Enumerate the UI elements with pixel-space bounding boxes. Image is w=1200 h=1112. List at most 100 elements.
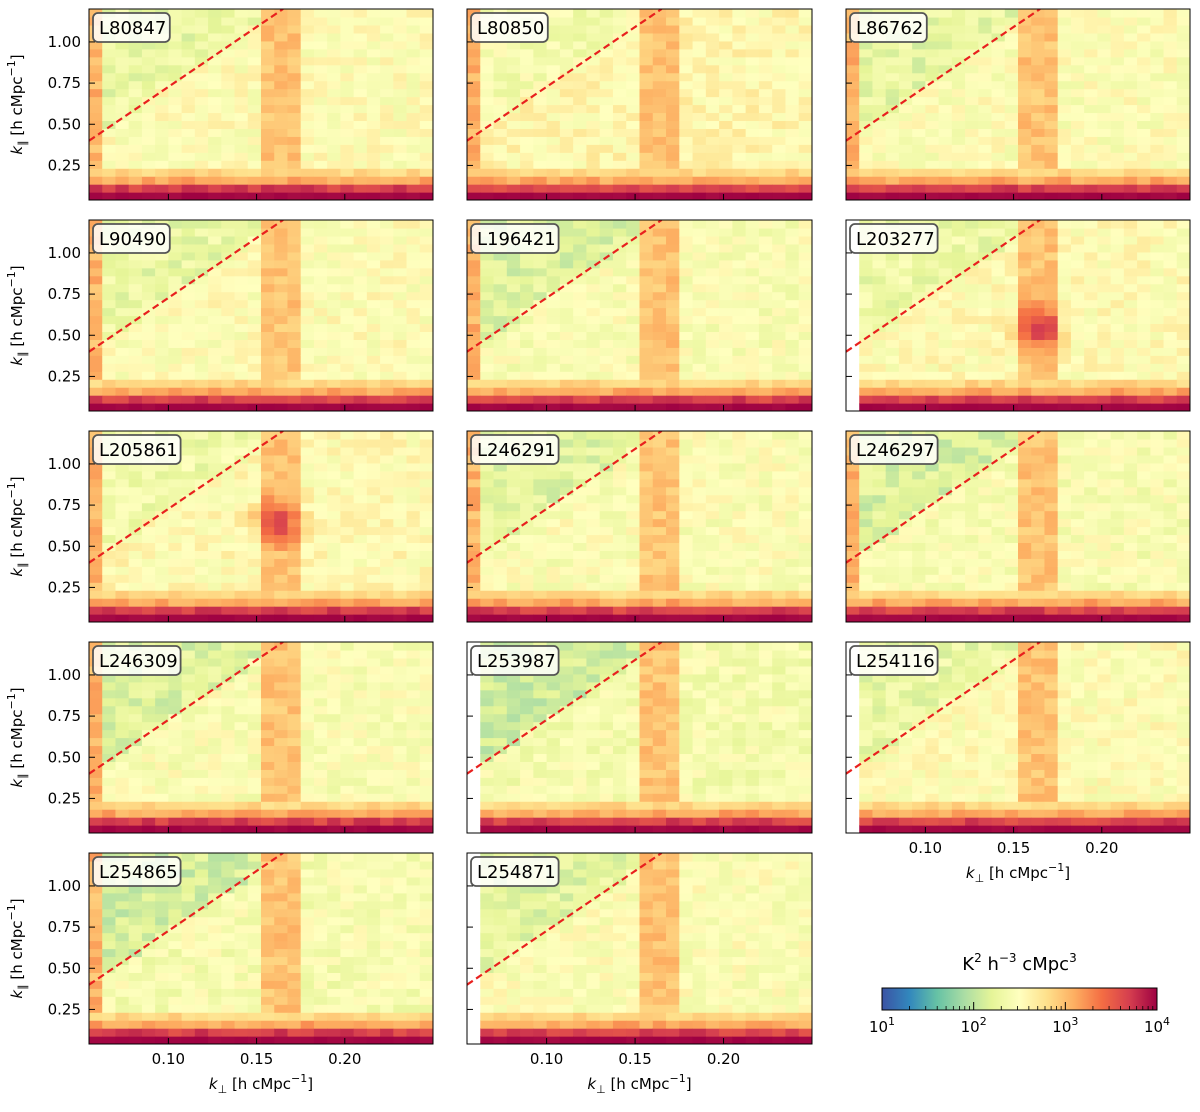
heatmap-cell [181,454,196,464]
heatmap-cell [785,299,800,309]
heatmap-cell [732,112,747,122]
heatmap-cell [1163,72,1178,82]
heatmap-cell [155,379,169,388]
heatmap-cell [168,582,183,591]
heatmap-cell [925,32,940,42]
heatmap-cell [141,478,156,488]
heatmap-cell [772,363,787,372]
heatmap-cell [380,40,394,50]
heatmap-cell [208,220,222,229]
heatmap-cell [181,251,196,261]
heatmap-cell [102,48,117,58]
heatmap-cell [745,80,760,90]
heatmap-cell [480,395,495,404]
heatmap-cell [353,315,368,325]
heatmap-cell [559,176,574,185]
heatmap-cell [898,128,913,137]
heatmap-cell [419,136,433,145]
heatmap-cell [221,542,236,551]
heatmap-cell [155,355,169,364]
heatmap-cell [666,363,680,372]
heatmap-cell [705,192,720,200]
heatmap-cell [912,72,926,82]
heatmap-cell [366,299,381,309]
heatmap-cell [666,598,680,607]
heatmap-cell [1070,395,1085,404]
heatmap-cell [573,88,588,98]
heatmap-cell [340,9,355,18]
heatmap-cell [261,315,275,325]
heatmap-cell [313,331,328,340]
heatmap-cell [533,136,548,145]
heatmap-cell [274,104,289,114]
heatmap-cell [141,120,156,129]
heatmap-cell [951,347,966,356]
heatmap-cell [115,64,130,74]
heatmap-cell [692,192,707,200]
heatmap-cell [1176,243,1190,253]
heatmap-cell [626,112,641,122]
heatmap-cell [573,470,588,480]
heatmap-cell [181,267,196,277]
heatmap-cell [194,582,209,591]
heatmap-cell [639,299,654,309]
heatmap-cell [1031,16,1046,26]
heatmap-cell [599,152,614,161]
heatmap-cell [313,558,328,567]
heatmap-cell [274,590,289,599]
heatmap-cell [533,48,548,58]
heatmap-cell [353,307,368,317]
heatmap-cell [1150,88,1165,98]
heatmap-cell [141,275,156,285]
heatmap-cell [353,96,368,106]
heatmap-cell [666,614,680,622]
heatmap-cell [128,48,143,58]
heatmap-cell [705,104,720,114]
y-tick-label: 1.00 [48,33,81,51]
heatmap-cell [327,462,341,472]
heatmap-cell [732,192,747,200]
heatmap-cell [506,347,521,356]
heatmap-cell [612,403,627,411]
heatmap-cell [327,542,341,551]
heatmap-cell [353,494,368,504]
heatmap-cell [652,339,667,348]
heatmap-cell [885,168,900,177]
heatmap-cell [194,462,209,472]
heatmap-cell [798,331,812,340]
heatmap-cell [586,582,601,591]
heatmap-cell [300,72,315,82]
heatmap-cell [1018,112,1032,122]
heatmap-cell [859,403,874,411]
heatmap-cell [732,387,747,396]
heatmap-cell [546,112,561,122]
heatmap-cell [785,275,800,285]
heatmap-cell [559,379,574,388]
heatmap-cell [467,184,481,193]
heatmap-cell [719,582,733,591]
heatmap-cell [380,48,394,58]
heatmap-cell [155,363,169,372]
heatmap-cell [1150,168,1165,177]
heatmap-cell [872,379,887,388]
heatmap-cell [340,48,355,58]
heatmap-cell [951,291,966,301]
heatmap-cell [546,184,561,193]
heatmap-cell [938,251,953,261]
heatmap-cell [965,88,979,98]
heatmap-cell [380,176,394,185]
heatmap-cell [406,486,421,496]
heatmap-cell [652,152,667,161]
heatmap-cell [128,184,143,193]
heatmap-cell [1057,184,1072,193]
heatmap-cell [559,152,574,161]
heatmap-cell [978,291,993,301]
heatmap-cell [353,387,368,396]
heatmap-cell [89,315,103,325]
panel-L196421: L196421 [466,219,813,412]
heatmap-cell [313,431,328,440]
heatmap-cell [991,136,1006,145]
heatmap-cell [533,558,548,567]
heatmap-cell [300,144,315,153]
heatmap-cell [692,518,707,528]
